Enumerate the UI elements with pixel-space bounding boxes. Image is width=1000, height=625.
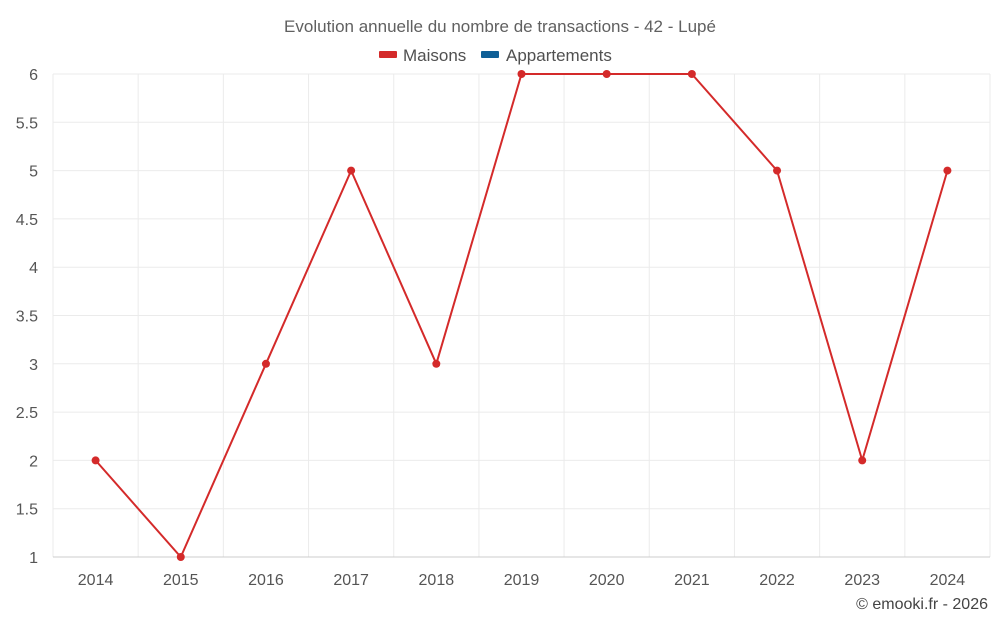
y-axis-ticks: 1 1.5 2 2.5 3 3.5 4 4.5 5 5.5 6: [16, 67, 38, 567]
data-point-maisons-2017[interactable]: [347, 166, 356, 175]
legend-swatch-appartements: [481, 51, 499, 58]
x-tick-label: 2024: [930, 572, 966, 589]
y-tick-label: 5: [29, 164, 38, 181]
x-tick-label: 2021: [674, 572, 710, 589]
y-tick-label: 1.5: [16, 502, 38, 519]
series-layer: [91, 70, 952, 561]
x-tick-label: 2017: [333, 572, 369, 589]
x-tick-label: 2014: [78, 572, 114, 589]
x-axis-ticks: 2014 2015 2016 2017 2018 2019 2020 2021 2022 2023…: [78, 572, 966, 589]
legend-label-appartements: Appartements: [506, 46, 612, 65]
y-tick-label: 3: [29, 357, 38, 374]
data-point-maisons-2018[interactable]: [432, 359, 441, 368]
data-point-maisons-2015[interactable]: [176, 553, 185, 561]
x-tick-label: 2023: [844, 572, 880, 589]
horizontal-gridlines: [53, 73, 990, 510]
data-point-maisons-2014[interactable]: [91, 456, 100, 465]
y-tick-label: 1: [29, 550, 38, 567]
legend-item-appartements[interactable]: Appartements: [481, 46, 612, 65]
x-tick-label: 2018: [419, 572, 455, 589]
data-point-maisons-2022[interactable]: [773, 166, 782, 175]
y-tick-label: 4.5: [16, 212, 38, 229]
y-tick-label: 3.5: [16, 309, 38, 326]
data-point-maisons-2024[interactable]: [943, 166, 952, 175]
data-point-maisons-2023[interactable]: [858, 456, 867, 465]
legend-swatch-maisons: [379, 51, 397, 58]
x-tick-label: 2016: [248, 572, 284, 589]
legend: Maisons Appartements: [379, 46, 612, 65]
legend-label-maisons: Maisons: [403, 46, 466, 65]
x-tick-label: 2020: [589, 572, 625, 589]
y-tick-label: 2: [29, 453, 38, 470]
y-tick-label: 2.5: [16, 405, 38, 422]
legend-item-maisons[interactable]: Maisons: [379, 46, 466, 65]
data-point-maisons-2021[interactable]: [687, 70, 696, 78]
x-tick-label: 2019: [504, 572, 540, 589]
data-point-maisons-2016[interactable]: [261, 359, 270, 368]
data-point-maisons-2019[interactable]: [517, 70, 526, 78]
x-tick-label: 2022: [759, 572, 795, 589]
y-tick-label: 5.5: [16, 115, 38, 132]
x-tick-label: 2015: [163, 572, 199, 589]
credit-text: © emooki.fr - 2026: [856, 596, 988, 613]
y-tick-label: 6: [29, 67, 38, 84]
chart-title: Evolution annuelle du nombre de transact…: [284, 17, 716, 36]
data-point-maisons-2020[interactable]: [602, 70, 611, 78]
y-tick-label: 4: [29, 260, 38, 277]
